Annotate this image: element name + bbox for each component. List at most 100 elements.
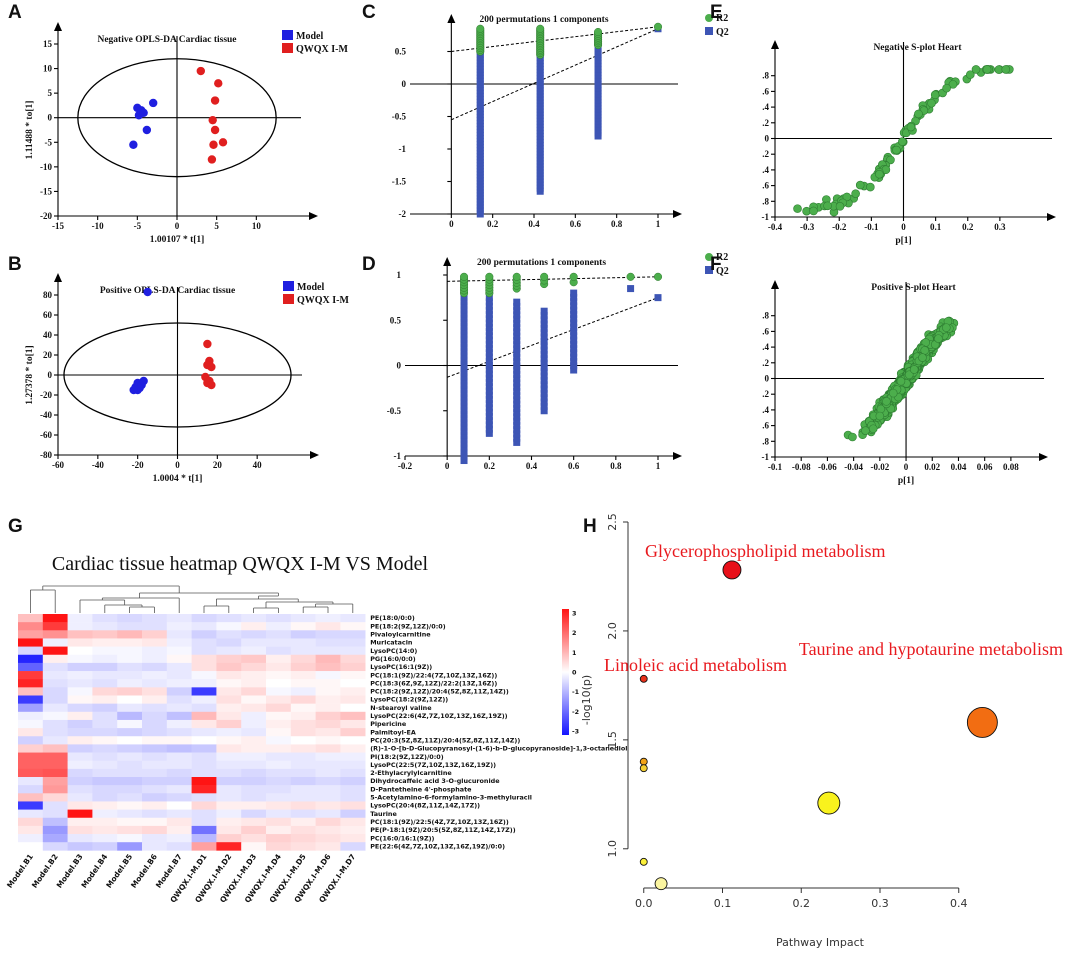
y-axis-arrow xyxy=(54,22,62,31)
heatmap-cell xyxy=(191,817,217,827)
heatmap-cell xyxy=(42,654,68,664)
heatmap-cell xyxy=(315,687,341,696)
heatmap-cell xyxy=(92,760,118,770)
heatmap-cell xyxy=(18,695,44,704)
heatmap-cell xyxy=(92,719,118,729)
score-point-model xyxy=(149,98,158,108)
heatmap-cell xyxy=(18,817,44,827)
heatmap-cell xyxy=(117,711,143,721)
heatmap-cell xyxy=(241,662,267,672)
q2-point xyxy=(460,369,468,377)
heatmap-cell xyxy=(290,777,316,786)
q2-point xyxy=(460,318,468,326)
heatmap-cell xyxy=(166,801,192,810)
heatmap-row-label: Palmitoyl-EA xyxy=(370,728,416,736)
heatmap-cell xyxy=(266,687,292,696)
heatmap-cell xyxy=(241,736,267,745)
heatmap-cell xyxy=(315,752,341,761)
x-tick-label: 0.0 xyxy=(635,897,653,910)
q2-point xyxy=(513,315,521,323)
score-point-model xyxy=(143,287,152,297)
heatmap-cell xyxy=(18,834,44,843)
q2-point xyxy=(540,329,548,337)
heatmap-cell xyxy=(241,817,267,827)
y-tick-label: -0.5 xyxy=(387,406,402,416)
r2-point xyxy=(594,27,603,37)
heatmap-cell xyxy=(241,695,267,704)
pathway-bubble xyxy=(722,560,742,580)
heatmap-cell xyxy=(340,842,366,851)
heatmap-cell xyxy=(266,785,292,794)
heatmap-cell xyxy=(340,711,366,721)
heatmap-cell xyxy=(266,809,292,819)
x-tick-label: 0.8 xyxy=(611,219,623,229)
q2-point xyxy=(485,378,493,386)
score-point-model xyxy=(142,125,152,135)
q2-point xyxy=(485,336,493,344)
heatmap-cell xyxy=(142,744,168,753)
y-axis-label: 1.27378 * to[1] xyxy=(25,345,35,404)
y-tick-label: .8 xyxy=(762,196,769,206)
y-tick-label: 1 xyxy=(397,270,402,280)
pathway-bubble xyxy=(639,757,648,766)
heatmap-cell xyxy=(191,777,217,786)
heatmap-cell xyxy=(266,801,292,810)
heatmap-cell xyxy=(67,671,93,680)
heatmap-cell xyxy=(117,777,143,786)
heatmap-row-label: LysoPC(18:2(9Z,12Z)) xyxy=(370,696,448,704)
heatmap-cell xyxy=(18,793,44,802)
heatmap-cell xyxy=(92,622,118,631)
heatmap-cell xyxy=(290,728,316,737)
q2-point xyxy=(540,398,548,406)
x-tick-label: -0.2 xyxy=(398,461,413,471)
heatmap-cell xyxy=(142,768,168,778)
x-tick-label: -0.4 xyxy=(768,222,783,232)
heatmap-cell xyxy=(191,728,217,737)
y-tick-label: -20 xyxy=(40,211,52,221)
x-tick-label: 0 xyxy=(175,221,180,231)
y-axis-arrow xyxy=(447,14,456,23)
heatmap-cell xyxy=(67,744,93,753)
heatmap-cell xyxy=(216,825,242,835)
s-plot-point xyxy=(842,192,852,202)
heatmap-cell xyxy=(191,809,217,819)
heatmap-cell xyxy=(191,825,217,835)
y-tick-label: -0.5 xyxy=(392,112,407,122)
q2-point xyxy=(460,360,468,368)
q2-point xyxy=(540,394,548,402)
q2-point xyxy=(460,448,468,456)
q2-point xyxy=(485,349,493,357)
x-axis-label: p[1] xyxy=(895,236,911,246)
legend-label: Model xyxy=(296,31,323,42)
x-tick-label: -10 xyxy=(92,221,104,231)
heatmap-cell xyxy=(315,711,341,721)
q2-point xyxy=(513,370,521,378)
heatmap-cell xyxy=(67,825,93,835)
heatmap-cell xyxy=(340,654,366,664)
q2-point xyxy=(540,312,548,320)
q2-point xyxy=(513,392,521,400)
regression-line-q2 xyxy=(446,297,659,378)
q2-point xyxy=(485,357,493,365)
panel-a: A Negative OPLS-DA Cardiac tissue -15 -10 -5… xyxy=(8,2,349,245)
heatmap-cell xyxy=(191,614,217,623)
heatmap-cell xyxy=(290,842,316,851)
y-tick-label: .6 xyxy=(762,421,769,431)
s-plot-point xyxy=(904,370,914,380)
q2-point xyxy=(513,438,521,446)
q2-point xyxy=(570,302,578,310)
q2-point xyxy=(513,349,521,357)
q2-point xyxy=(540,355,548,363)
heatmap-cell xyxy=(18,662,44,672)
heatmap-cell xyxy=(340,728,366,737)
heatmap-cell xyxy=(166,662,192,672)
y-tick-label: 2.0 xyxy=(606,622,619,640)
heatmap-cell xyxy=(92,752,118,761)
heatmap-cell xyxy=(241,842,267,851)
s-plot-point xyxy=(906,122,916,132)
heatmap-cell xyxy=(42,671,68,680)
heatmap-cell xyxy=(315,638,341,647)
heatmap-cell xyxy=(290,760,316,770)
y-tick-label: -1 xyxy=(399,144,407,154)
heatmap-cell xyxy=(290,744,316,753)
